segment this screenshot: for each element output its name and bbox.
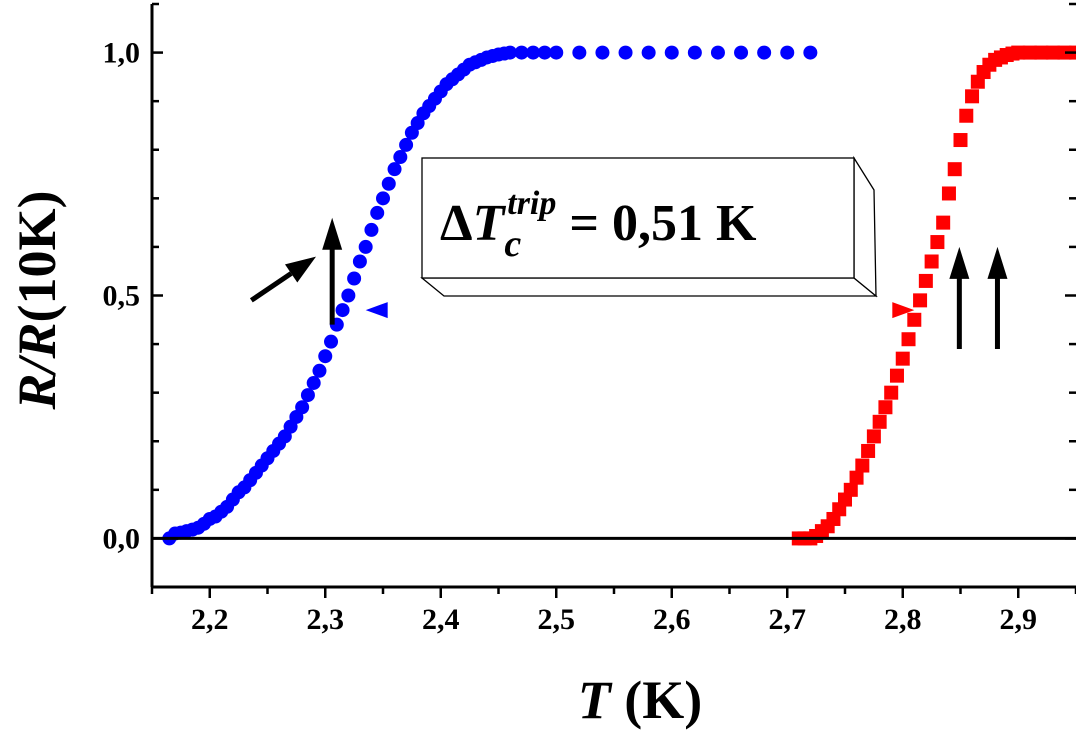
data-point [1034,45,1049,60]
data-point [913,293,928,308]
data-point [884,385,899,400]
data-point [849,470,864,485]
diagonal-arrow-shaft [249,271,293,303]
data-point [918,273,933,288]
series-1 [791,45,1076,546]
data-point [861,443,876,458]
x-tick-label: 2,8 [884,603,922,636]
data-point [947,162,962,177]
y-axis-rest: (10K) [7,190,67,322]
label-box-side [853,155,877,298]
data-point [855,458,870,473]
data-point [376,191,390,206]
data-point [780,45,795,60]
data-point [341,288,356,303]
data-point [300,388,315,403]
data-point [393,150,408,165]
data-point [595,45,610,60]
data-point [358,239,373,254]
data-point [901,332,916,347]
x-tick-label: 2,2 [191,603,229,636]
data-point [866,429,881,444]
label-box-front [421,157,855,279]
data-point [306,375,321,390]
data-point [710,45,725,60]
data-point [687,45,702,60]
data-point [803,45,818,60]
series-0 [162,45,818,546]
data-point [352,254,367,269]
data-point [370,205,385,220]
data-point [1057,45,1072,60]
data-point [924,254,939,269]
data-point [936,215,951,230]
y-tick-label: 0,5 [103,280,141,313]
data-point [572,45,587,60]
data-point [549,45,564,60]
data-point [907,312,922,327]
label-box-bottom [420,277,878,297]
up-arrow-head-2 [987,246,1008,279]
y-axis-var: R/R [7,322,67,410]
x-axis-unit: (K) [611,670,702,730]
data-point [387,162,402,177]
data-point [641,45,656,60]
data-point [514,45,529,60]
data-point [878,400,893,415]
data-point [312,363,327,378]
data-point [872,414,887,429]
data-point [503,45,518,60]
data-point [335,303,350,318]
data-point [381,176,396,191]
data-point [959,108,974,123]
data-point [347,271,362,286]
data-point [664,45,679,60]
data-point [399,137,414,152]
y-axis-title: R/R(10K) [7,190,67,410]
x-tick-label: 2,7 [769,603,807,636]
delta-tc-label: ΔTctrip = 0,51 K [440,185,757,265]
data-point [930,235,945,250]
double-arrow-left-head [365,302,388,319]
data-series-layer [162,45,1076,546]
x-axis-title: T (K) [578,670,702,730]
up-arrow-head-0 [322,217,343,250]
diagonal-arrow-head [284,256,317,283]
data-point [295,400,310,415]
data-point [618,45,633,60]
data-point [895,351,910,366]
x-tick-label: 2,5 [538,603,576,636]
data-point [941,186,956,201]
data-point [889,368,904,383]
axes-layer: 0,0 0,5 1,0 2,2 2,3 2,4 2,5 2,6 2,7 2,8 2,9 [103,2,1076,636]
data-point [1045,45,1060,60]
x-tick-label: 2,6 [653,603,691,636]
data-point [965,89,980,104]
data-point [526,45,541,60]
data-point [757,45,772,60]
data-point [364,222,379,237]
y-tick-label: 0,0 [103,522,141,555]
y-tick-label: 1,0 [103,37,141,70]
data-point [734,45,749,60]
x-tick-label: 2,4 [422,603,460,636]
annotation-layer: ΔTctrip = 0,51 K [249,155,1008,349]
x-axis-var: T [578,670,613,730]
x-tick-label: 2,3 [307,603,345,636]
data-point [843,482,858,497]
double-arrow-right-head [892,302,915,319]
data-point [537,45,552,60]
data-point [1011,45,1026,60]
data-point [953,133,968,148]
up-arrow-head-1 [949,246,970,279]
data-point [318,349,333,364]
data-point [1022,45,1037,60]
x-tick-label: 2,9 [1000,603,1038,636]
data-point [324,334,339,349]
